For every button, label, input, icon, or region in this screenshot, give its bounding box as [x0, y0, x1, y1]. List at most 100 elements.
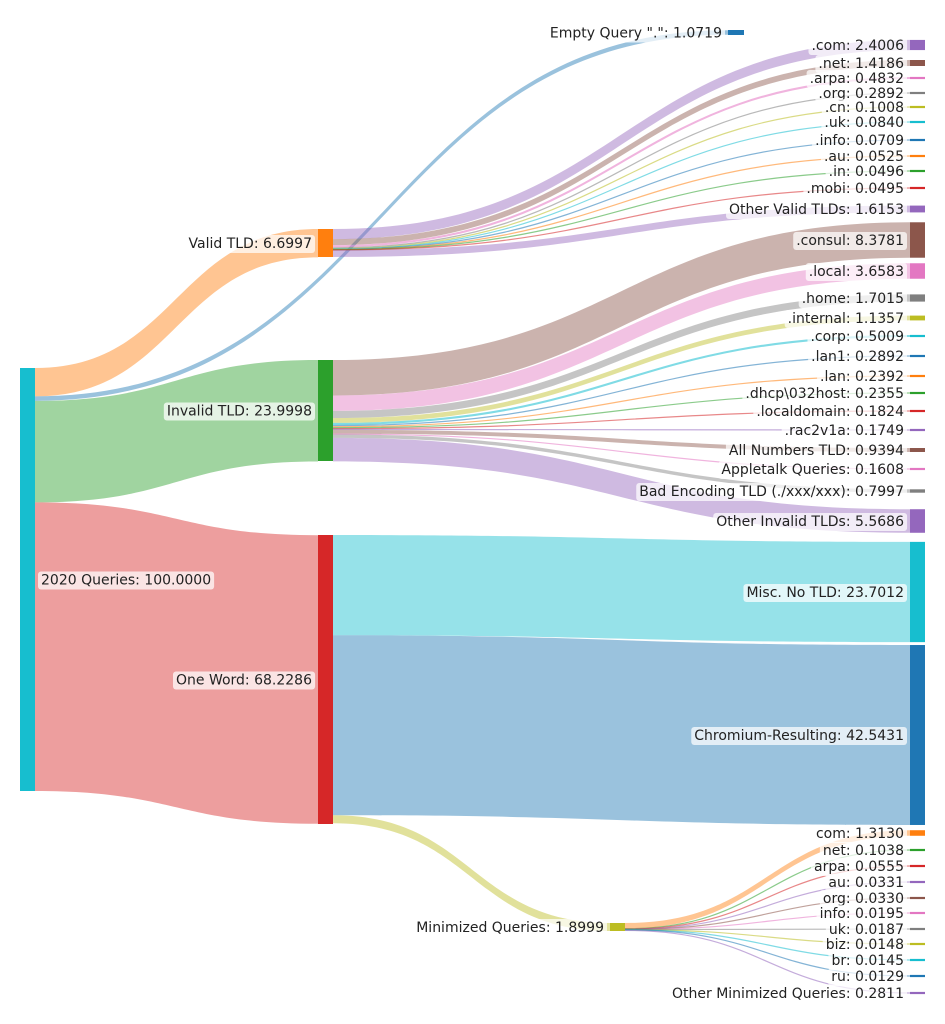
node-label-m_other: Other Minimized Queries: 0.2811	[669, 985, 907, 1003]
sankey-node-i_other[interactable]	[910, 509, 925, 533]
sankey-link-valid-to-v_arpa[interactable]	[332, 76, 911, 248]
sankey-link-invalid-to-i_internal[interactable]	[333, 315, 910, 423]
sankey-node-m_info[interactable]	[910, 911, 925, 915]
node-label-text: Other Invalid TLDs: 5.5686	[716, 514, 904, 530]
sankey-node-i_consul[interactable]	[910, 222, 925, 258]
sankey-link-invalid-to-i_consul[interactable]	[333, 222, 910, 396]
sankey-node-i_numbers[interactable]	[910, 448, 925, 452]
node-label-v_net: .net: 1.4186	[815, 55, 908, 73]
sankey-node-root[interactable]	[20, 368, 35, 791]
node-label-v_mobi: .mobi: 0.0495	[803, 180, 907, 198]
sankey-node-invalid[interactable]	[318, 360, 333, 461]
sankey-node-m_org[interactable]	[910, 896, 925, 900]
node-label-background	[172, 671, 316, 690]
node-label-text: .dhcp\032host: 0.2355	[745, 386, 904, 402]
sankey-node-m_uk[interactable]	[910, 927, 925, 931]
sankey-node-i_rac[interactable]	[910, 428, 925, 432]
sankey-node-i_badenc[interactable]	[910, 489, 925, 493]
sankey-link-valid-to-v_other[interactable]	[333, 205, 910, 257]
sankey-node-empty[interactable]	[728, 30, 744, 35]
node-label-background	[825, 921, 907, 939]
node-label-text: .net: 1.4186	[818, 56, 904, 72]
sankey-link-valid-to-v_cn[interactable]	[332, 106, 911, 250]
node-label-background	[636, 483, 907, 501]
sankey-link-invalid-to-i_lan[interactable]	[332, 375, 911, 428]
sankey-link-invalid-to-i_corp[interactable]	[332, 334, 911, 426]
sankey-node-v_info[interactable]	[910, 138, 925, 142]
sankey-link-invalid-to-i_badenc[interactable]	[333, 434, 910, 493]
sankey-link-invalid-to-i_home[interactable]	[333, 294, 910, 419]
node-label-text: .internal: 1.1357	[788, 311, 904, 327]
sankey-node-i_corp[interactable]	[910, 334, 925, 338]
sankey-node-i_localdomain[interactable]	[910, 409, 925, 413]
node-label-text: .arpa: 0.4832	[810, 71, 904, 87]
node-label-text: .uk: 0.0840	[824, 115, 904, 131]
node-label-root: 2020 Queries: 100.0000	[38, 571, 215, 590]
node-label-m_info: info: 0.0195	[816, 905, 907, 923]
node-label-background	[803, 180, 907, 198]
sankey-node-m_com[interactable]	[910, 830, 925, 836]
sankey-link-valid-to-v_info[interactable]	[332, 139, 911, 250]
sankey-node-v_arpa[interactable]	[910, 76, 925, 80]
sankey-node-v_net[interactable]	[910, 59, 925, 67]
sankey-node-v_other[interactable]	[910, 205, 925, 213]
sankey-link-valid-to-v_in[interactable]	[332, 170, 911, 251]
node-label-text: .localdomain: 0.1824	[756, 404, 904, 420]
sankey-node-v_mobi[interactable]	[910, 186, 925, 190]
sankey-link-root-to-valid[interactable]	[35, 229, 318, 397]
sankey-node-m_arpa[interactable]	[910, 864, 925, 868]
sankey-node-v_uk[interactable]	[910, 120, 925, 124]
sankey-link-o_min-to-m_com[interactable]	[625, 830, 910, 929]
sankey-node-i_internal[interactable]	[910, 315, 925, 321]
sankey-link-valid-to-v_net[interactable]	[333, 59, 910, 246]
sankey-node-m_au[interactable]	[910, 880, 925, 884]
node-label-text: .lan: 0.2392	[820, 369, 904, 385]
sankey-node-i_local[interactable]	[910, 263, 925, 279]
sankey-node-v_au[interactable]	[910, 154, 925, 158]
sankey-link-valid-to-v_uk[interactable]	[332, 121, 911, 250]
node-label-oneword: One Word: 68.2286	[172, 671, 316, 690]
sankey-node-m_other[interactable]	[910, 991, 925, 995]
sankey-node-i_home[interactable]	[910, 294, 925, 302]
node-label-background	[808, 348, 907, 366]
sankey-node-v_org[interactable]	[910, 91, 925, 95]
sankey-link-invalid-to-i_lan1[interactable]	[332, 355, 911, 427]
sankey-node-m_br[interactable]	[910, 958, 925, 962]
sankey-node-oneword[interactable]	[318, 535, 333, 824]
sankey-node-o_chromium[interactable]	[910, 645, 925, 825]
sankey-link-root-to-oneword[interactable]	[35, 502, 318, 824]
sankey-node-m_ru[interactable]	[910, 974, 925, 978]
sankey-link-valid-to-v_org[interactable]	[332, 92, 911, 249]
sankey-node-o_min[interactable]	[610, 923, 625, 931]
node-label-m_net: net: 0.1038	[819, 842, 907, 860]
sankey-link-invalid-to-i_local[interactable]	[333, 263, 910, 411]
sankey-link-valid-to-v_com[interactable]	[333, 39, 910, 240]
node-label-text: .au: 0.0525	[824, 149, 904, 165]
sankey-node-i_lan[interactable]	[910, 374, 925, 378]
node-label-background	[821, 99, 907, 117]
sankey-node-v_in[interactable]	[910, 169, 925, 173]
node-label-background	[781, 422, 907, 440]
sankey-node-v_cn[interactable]	[910, 105, 925, 109]
sankey-node-m_net[interactable]	[910, 848, 925, 852]
sankey-link-oneword-to-o_misc[interactable]	[333, 535, 910, 643]
sankey-link-valid-to-v_au[interactable]	[332, 155, 911, 251]
node-label-text: org: 0.0330	[823, 891, 904, 907]
sankey-link-oneword-to-o_chromium[interactable]	[333, 635, 910, 825]
sankey-link-oneword-to-o_min[interactable]	[333, 815, 610, 932]
node-label-text: Other Valid TLDs: 1.6153	[729, 202, 904, 218]
sankey-node-i_dhcp[interactable]	[910, 391, 925, 395]
node-label-v_in: .in: 0.0496	[825, 163, 908, 181]
sankey-link-invalid-to-i_other[interactable]	[333, 437, 910, 533]
sankey-node-o_misc[interactable]	[910, 541, 925, 643]
sankey-node-i_appletalk[interactable]	[910, 467, 925, 471]
sankey-link-root-to-empty[interactable]	[35, 30, 728, 401]
node-label-v_org: .org: 0.2892	[815, 85, 907, 103]
sankey-node-i_lan1[interactable]	[910, 354, 925, 358]
sankey-node-v_com[interactable]	[910, 39, 925, 51]
sankey-node-valid[interactable]	[318, 229, 333, 257]
sankey-link-root-to-invalid[interactable]	[35, 360, 318, 503]
sankey-node-m_biz[interactable]	[910, 942, 925, 946]
node-label-background	[691, 727, 907, 745]
